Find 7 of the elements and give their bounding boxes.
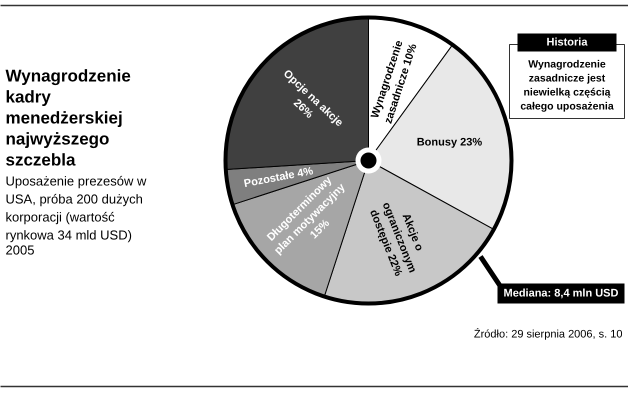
text: Uposażenie prezesów w USA, próba 200 dużych korporacji (wartość rynkowa 34 mld USD) 2005: [6, 174, 148, 258]
text: Mediana: 8,4 mln USD: [504, 288, 619, 300]
text: Wynagrodzenie kadry menedżerskiej najwyższego szczebla: [6, 66, 131, 170]
slice-label: Bonusy 23%: [416, 136, 482, 148]
text: Historia: [546, 36, 588, 48]
text: Źródło: 29 sierpnia 2006, s. 10: [474, 328, 622, 340]
text: Wynagrodzenie zasadnicze jest niewielką częścią całego uposażenia: [520, 58, 614, 112]
